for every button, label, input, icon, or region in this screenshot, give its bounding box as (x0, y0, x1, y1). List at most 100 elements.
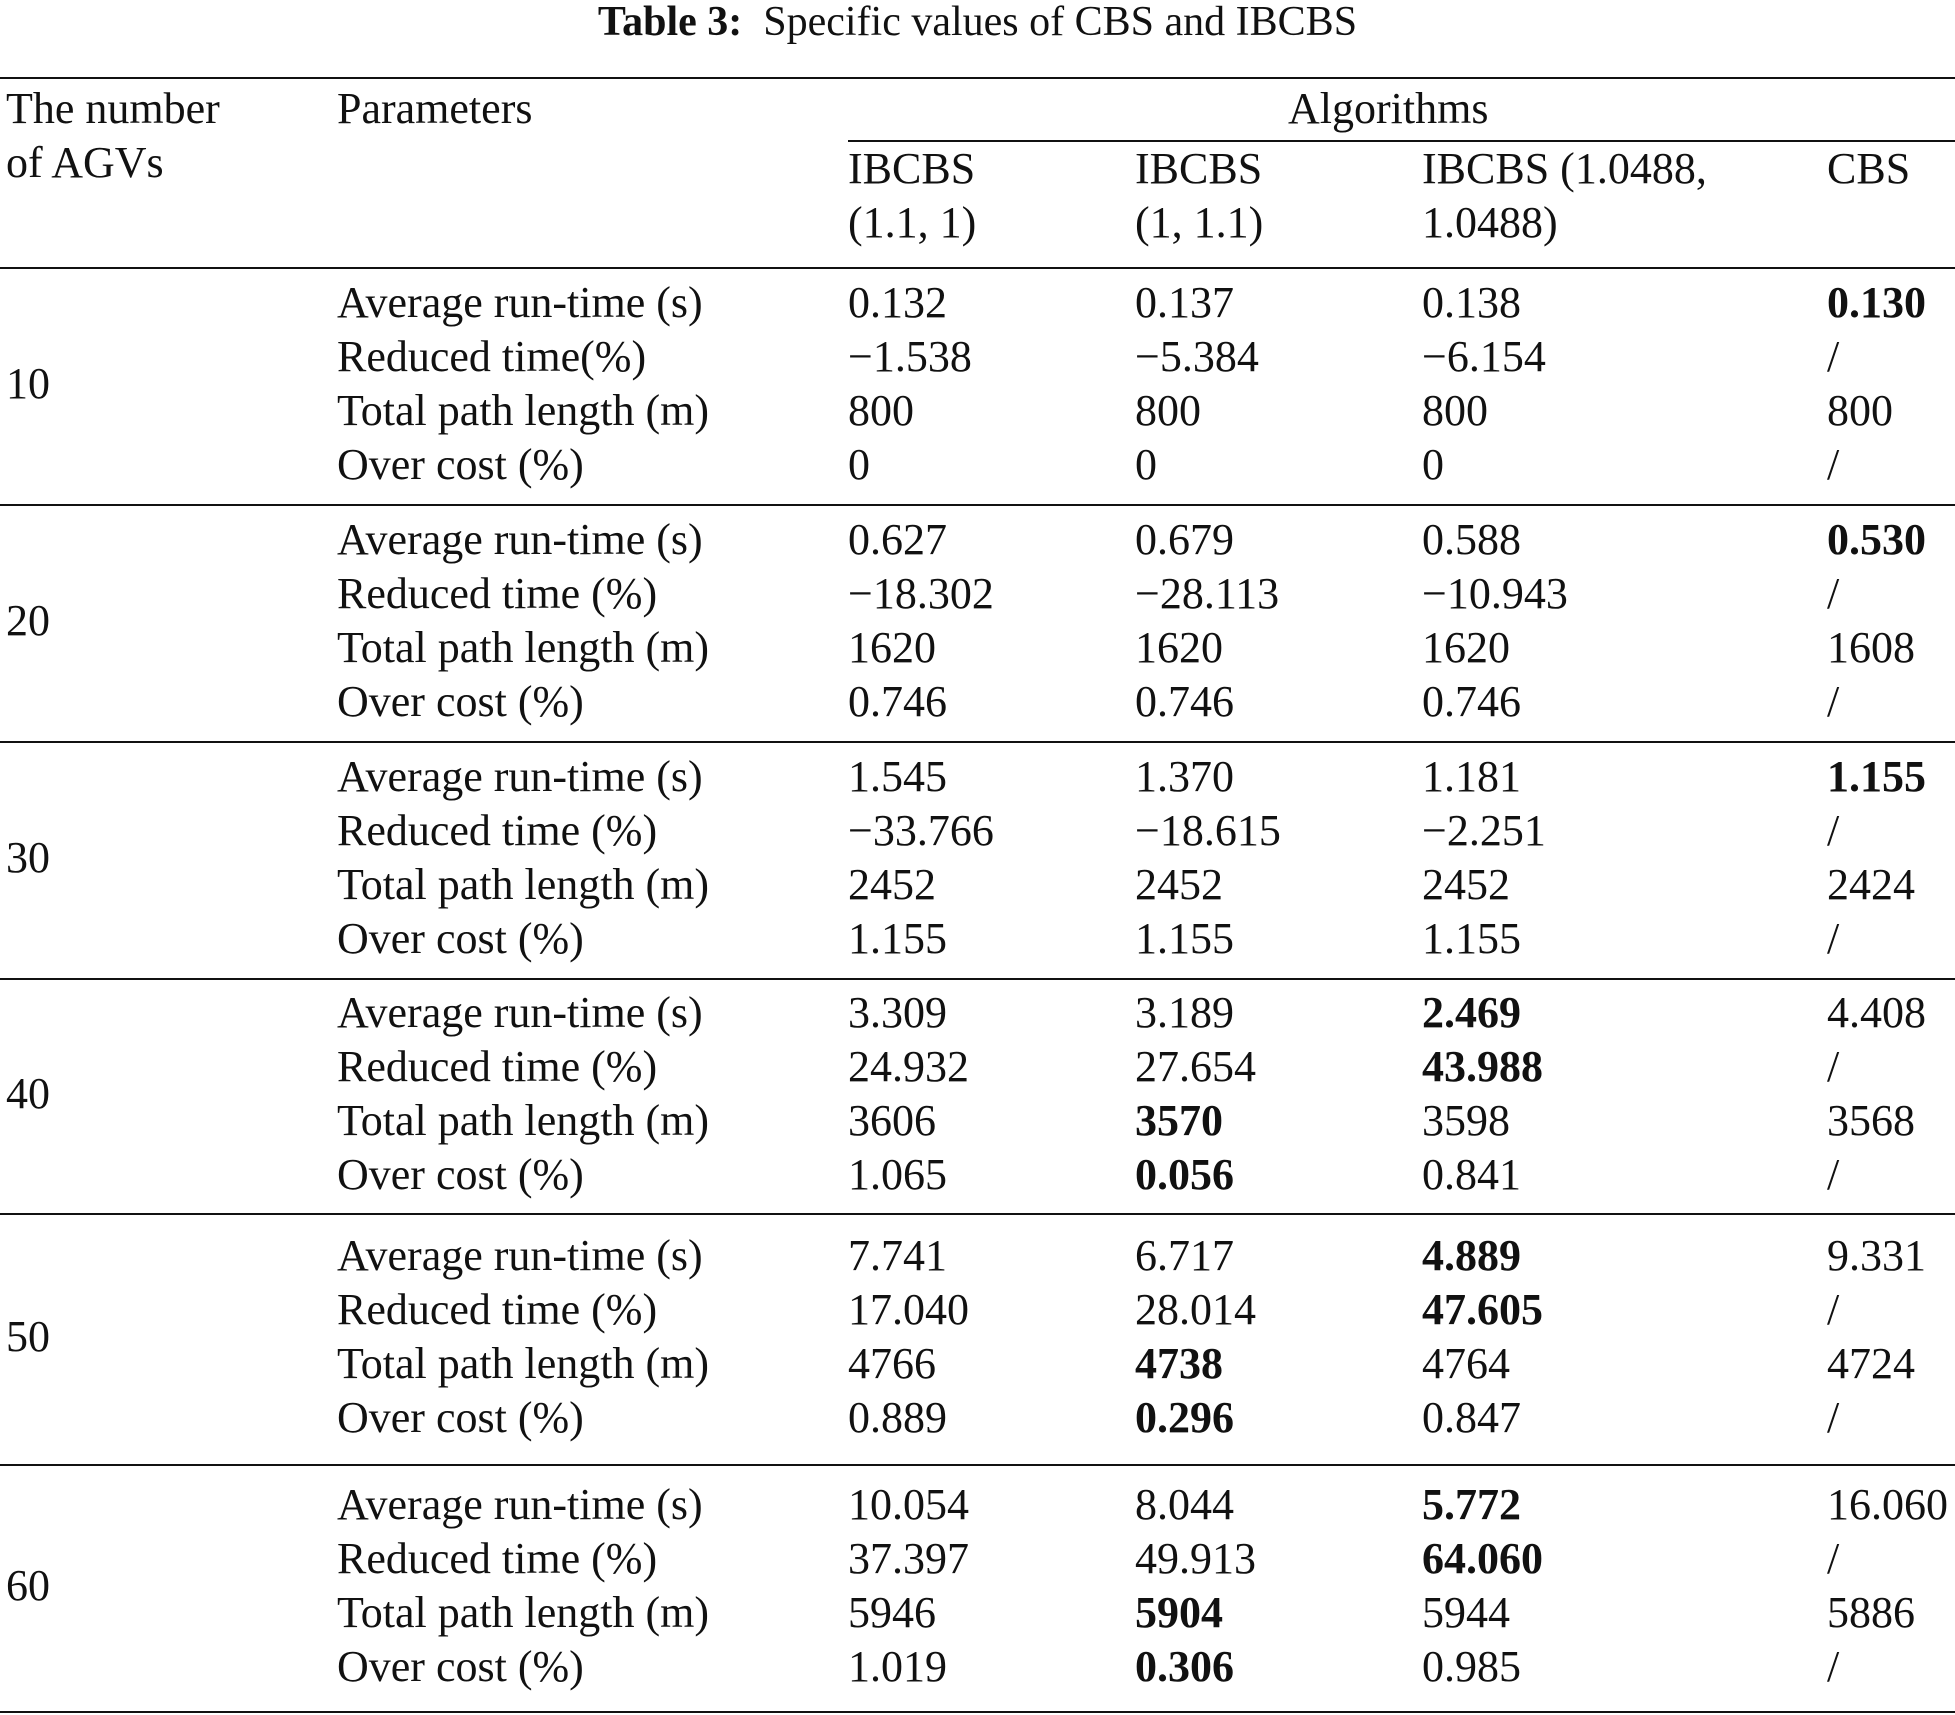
parameter-label: Total path length (m) (337, 1338, 710, 1388)
parameter-label: Reduced time (%) (337, 1284, 658, 1334)
table-cell-value: 0.627 (848, 514, 947, 564)
table-cell-value: / (1827, 1641, 1840, 1691)
agv-count: 30 (6, 832, 50, 882)
table-cell-value: −5.384 (1135, 331, 1259, 381)
parameter-label: Reduced time(%) (337, 331, 647, 381)
parameter-label: Total path length (m) (337, 1095, 710, 1145)
table-cell-value: 0.746 (848, 676, 947, 726)
table-cell-value: 0.847 (1422, 1392, 1521, 1442)
table-cell-value: 1.019 (848, 1641, 947, 1691)
table-cell-value: 1620 (1422, 622, 1510, 672)
table-cell-value: 27.654 (1135, 1041, 1256, 1091)
table-cell-value: 800 (1422, 385, 1488, 435)
group-rule (0, 504, 1955, 506)
table-cell-value: −18.615 (1135, 805, 1281, 855)
parameter-label: Over cost (%) (337, 913, 584, 963)
table-cell-value: / (1827, 331, 1840, 381)
table-cell-value: / (1827, 1149, 1840, 1199)
parameter-label: Total path length (m) (337, 385, 710, 435)
caption-label: Table 3: (597, 0, 743, 45)
table-cell-value: −10.943 (1422, 568, 1568, 618)
table-cell-value: 64.060 (1422, 1533, 1543, 1583)
table-cell-value: 0 (1422, 439, 1444, 489)
header-bottom-rule (0, 267, 1955, 269)
table-cell-value: 0.889 (848, 1392, 947, 1442)
table-cell-value: / (1827, 439, 1840, 489)
header-agvs-line2: of AGVs (6, 138, 164, 187)
table-cell-value: 4764 (1422, 1338, 1510, 1388)
table-cell-value: / (1827, 568, 1840, 618)
table-cell-value: 1.545 (848, 751, 947, 801)
caption-text: Specific values of CBS and IBCBS (763, 0, 1358, 45)
table-cell-value: 4724 (1827, 1338, 1915, 1388)
table-cell-value: 0.306 (1135, 1641, 1234, 1691)
column-header-line1: IBCBS (1.0488, (1422, 144, 1707, 193)
group-rule (0, 741, 1955, 743)
table-cell-value: 49.913 (1135, 1533, 1256, 1583)
table-cell-value: 0.746 (1422, 676, 1521, 726)
table-cell-value: 5886 (1827, 1587, 1915, 1637)
group-rule (0, 1711, 1955, 1713)
table-cell-value: 0.530 (1827, 514, 1926, 564)
column-header-line2: (1.1, 1) (848, 198, 977, 247)
table-cell-value: 8.044 (1135, 1479, 1234, 1529)
table-cell-value: 10.054 (848, 1479, 969, 1529)
table-cell-value: −18.302 (848, 568, 994, 618)
table-cell-value: 1.370 (1135, 751, 1234, 801)
agv-count: 60 (6, 1560, 50, 1610)
table-cell-value: 16.060 (1827, 1479, 1948, 1529)
top-rule (0, 77, 1955, 79)
table-cell-value: 1.155 (1135, 913, 1234, 963)
table-cell-value: 2424 (1827, 859, 1915, 909)
table-cell-value: −6.154 (1422, 331, 1546, 381)
table-cell-value: 0.841 (1422, 1149, 1521, 1199)
table-cell-value: 4.889 (1422, 1230, 1521, 1280)
table-cell-value: 5.772 (1422, 1479, 1521, 1529)
table-caption: Table 3: Specific values of CBS and IBCB… (0, 0, 1955, 44)
table-cell-value: 1.155 (848, 913, 947, 963)
table-cell-value: 0 (1135, 439, 1157, 489)
table-cell-value: 0.746 (1135, 676, 1234, 726)
table-cell-value: 28.014 (1135, 1284, 1256, 1334)
table-cell-value: / (1827, 1284, 1840, 1334)
table-cell-value: 0.137 (1135, 277, 1234, 327)
table-cell-value: / (1827, 1392, 1840, 1442)
table-cell-value: 0.132 (848, 277, 947, 327)
parameter-label: Over cost (%) (337, 1149, 584, 1199)
table-cell-value: / (1827, 676, 1840, 726)
group-rule (0, 1213, 1955, 1215)
table-cell-value: 3606 (848, 1095, 936, 1145)
table-cell-value: 0.679 (1135, 514, 1234, 564)
table-cell-value: 2452 (1422, 859, 1510, 909)
table-cell-value: 9.331 (1827, 1230, 1926, 1280)
table-cell-value: −28.113 (1135, 568, 1280, 618)
agv-count: 10 (6, 358, 50, 408)
table-cell-value: 1608 (1827, 622, 1915, 672)
parameter-label: Total path length (m) (337, 859, 710, 909)
parameter-label: Over cost (%) (337, 439, 584, 489)
agv-count: 20 (6, 595, 50, 645)
table-cell-value: 2452 (1135, 859, 1223, 909)
table-cell-value: 1.155 (1827, 751, 1926, 801)
table-cell-value: 0.138 (1422, 277, 1521, 327)
table-cell-value: 4766 (848, 1338, 936, 1388)
table-cell-value: 2.469 (1422, 987, 1521, 1037)
agv-count: 50 (6, 1311, 50, 1361)
table-cell-value: 4738 (1135, 1338, 1223, 1388)
table-cell-value: 37.397 (848, 1533, 969, 1583)
table-cell-value: 47.605 (1422, 1284, 1543, 1334)
table-cell-value: 1.181 (1422, 751, 1521, 801)
header-agvs-line1: The number (6, 84, 220, 133)
column-header-line1: CBS (1827, 144, 1911, 193)
group-rule (0, 1464, 1955, 1466)
parameter-label: Average run-time (s) (337, 1479, 703, 1529)
table-cell-value: −2.251 (1422, 805, 1546, 855)
parameter-label: Average run-time (s) (337, 987, 703, 1037)
table-cell-value: 4.408 (1827, 987, 1926, 1037)
table-cell-value: 3.309 (848, 987, 947, 1037)
table-cell-value: 6.717 (1135, 1230, 1234, 1280)
parameter-label: Average run-time (s) (337, 514, 703, 564)
parameter-label: Reduced time (%) (337, 805, 658, 855)
algorithms-rule (848, 140, 1955, 142)
table-cell-value: 5944 (1422, 1587, 1510, 1637)
